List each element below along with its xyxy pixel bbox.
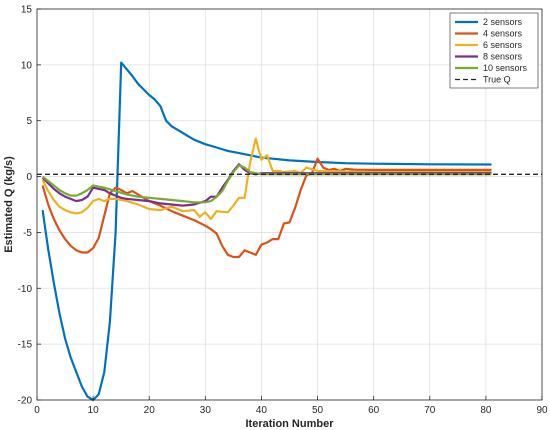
y-tick-label: -15 xyxy=(18,340,33,351)
legend-label: True Q xyxy=(483,75,511,85)
x-axis-label: Iteration Number xyxy=(245,418,334,430)
x-tick-label: 0 xyxy=(34,405,40,416)
y-tick-label: 15 xyxy=(21,5,33,16)
x-tick-label: 80 xyxy=(480,405,492,416)
x-tick-label: 20 xyxy=(144,405,156,416)
series-line-4-sensors xyxy=(41,157,492,259)
x-tick-label: 30 xyxy=(200,405,212,416)
series-line-10-sensors xyxy=(41,164,492,204)
legend-label: 6 sensors xyxy=(483,40,523,50)
axis-ticks: 0 10 20 30 40 50 60 70 80 90 -20 -15 -10 -5 0 5 10 15 xyxy=(18,5,548,417)
y-tick-label: 0 xyxy=(26,172,32,183)
x-tick-label: 70 xyxy=(424,405,436,416)
legend-label: 8 sensors xyxy=(483,52,523,62)
y-tick-label: 5 xyxy=(26,116,32,127)
legend-box xyxy=(449,12,539,89)
x-tick-label: 60 xyxy=(368,405,380,416)
legend-label: 2 sensors xyxy=(483,17,523,27)
series-layer xyxy=(37,61,542,402)
y-axis-label: Estimated Q (kg/s) xyxy=(3,156,15,253)
x-tick-label: 10 xyxy=(88,405,100,416)
x-tick-label: 40 xyxy=(256,405,268,416)
x-tick-label: 50 xyxy=(312,405,324,416)
plot-frame xyxy=(36,8,543,401)
y-tick-label: 10 xyxy=(21,60,33,71)
y-tick-label: -20 xyxy=(18,396,33,407)
x-tick-label: 90 xyxy=(536,405,548,416)
legend-label: 10 sensors xyxy=(483,63,528,73)
y-tick-label: -10 xyxy=(18,284,33,295)
y-tick-label: -5 xyxy=(23,228,32,239)
legend-label: 4 sensors xyxy=(483,29,523,39)
